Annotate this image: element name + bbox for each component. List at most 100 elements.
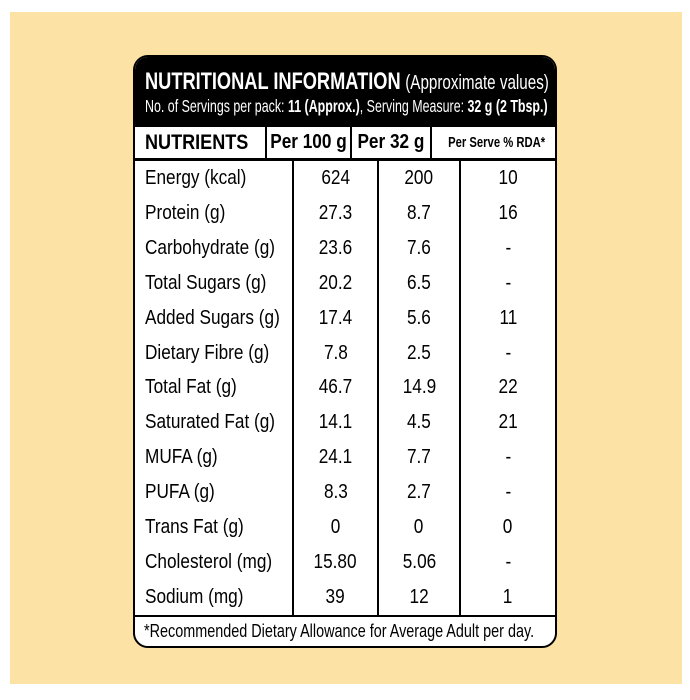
value-text: -: [505, 551, 511, 574]
value-per-100g: 8.3: [294, 475, 379, 511]
value-per-100g: 15.80: [294, 545, 379, 581]
nutrient-label: PUFA (g): [145, 481, 215, 504]
nutrient-label: MUFA (g): [145, 446, 218, 469]
value-text: 0: [330, 516, 341, 539]
value-per-serve-rda: -: [461, 545, 555, 580]
nutrient-label: Total Fat (g): [145, 376, 237, 399]
value-text: 7.8: [323, 341, 348, 364]
value-text: -: [505, 341, 511, 364]
nutrient-name: Added Sugars (g): [135, 300, 294, 336]
footnote-text: *Recommended Dietary Allowance for Avera…: [144, 621, 535, 641]
value-per-100g: 0: [294, 510, 379, 546]
value-per-100g: 624: [294, 161, 379, 196]
approximate-values-note: (Approximate values): [405, 72, 549, 95]
table-row: Dietary Fibre (g) 7.8 2.5 -: [135, 335, 555, 371]
column-header-nutrients: NUTRIENTS: [135, 127, 268, 158]
value-text: 5.6: [407, 306, 431, 329]
table-row: PUFA (g) 8.3 2.7 -: [135, 475, 555, 511]
value-text: 1: [503, 586, 513, 609]
value-per-serve-rda: 16: [461, 196, 555, 231]
value-per-100g: 27.3: [294, 195, 379, 231]
value-text: 5.06: [402, 551, 436, 574]
value-text: 624: [321, 166, 350, 189]
nutrient-name: Dietary Fibre (g): [135, 335, 294, 371]
nutrient-label: Total Sugars (g): [145, 271, 267, 294]
value-per-32g: 200: [379, 161, 461, 196]
value-per-32g: 8.7: [379, 195, 461, 231]
value-text: 0: [503, 516, 513, 539]
column-header-label: NUTRIENTS: [145, 130, 249, 154]
nutrient-name: Saturated Fat (g): [135, 405, 294, 441]
table-row: Total Fat (g) 46.7 14.9 22: [135, 370, 555, 406]
value-text: 16: [498, 201, 518, 224]
value-text: 4.5: [407, 411, 431, 434]
value-text: 14.1: [318, 411, 353, 434]
nutrient-label: Trans Fat (g): [145, 516, 244, 539]
value-per-32g: 6.5: [379, 265, 461, 301]
value-text: 10: [498, 166, 518, 189]
value-text: 200: [404, 166, 434, 189]
nutrient-label: Sodium (mg): [145, 586, 244, 609]
servings-label: No. of Servings per pack:: [145, 95, 288, 116]
title-line: NUTRITIONAL INFORMATION (Approximate valu…: [145, 68, 549, 96]
nutrition-label-card: NUTRITIONAL INFORMATION (Approximate valu…: [133, 55, 557, 648]
nutrient-label: Cholesterol (mg): [145, 551, 273, 574]
nutrient-name: PUFA (g): [135, 475, 294, 511]
value-text: 8.7: [407, 201, 431, 224]
column-header-label: Per 100 g: [270, 131, 347, 153]
value-per-serve-rda: -: [461, 475, 555, 510]
value-per-32g: 2.5: [379, 335, 461, 371]
value-per-100g: 23.6: [294, 230, 379, 266]
value-text: 23.6: [318, 236, 353, 259]
value-per-serve-rda: 22: [461, 371, 555, 406]
rda-footnote: *Recommended Dietary Allowance for Avera…: [135, 615, 555, 646]
nutrient-label: Protein (g): [145, 201, 226, 224]
nutrient-label: Energy (kcal): [145, 166, 247, 189]
table-row: MUFA (g) 24.1 7.7 -: [135, 440, 555, 476]
nutritional-information-title: NUTRITIONAL INFORMATION: [145, 68, 401, 96]
table-row: Sodium (mg) 39 12 1: [135, 580, 555, 615]
value-per-100g: 14.1: [294, 405, 379, 441]
column-header-per-100g: Per 100 g: [267, 127, 353, 158]
value-per-serve-rda: -: [461, 231, 555, 266]
measure-label: , Serving Measure:: [359, 95, 468, 116]
table-row: Added Sugars (g) 17.4 5.6 11: [135, 300, 555, 336]
value-text: 46.7: [318, 376, 353, 399]
column-header-per-32g: Per 32 g: [352, 127, 432, 158]
table-row: Trans Fat (g) 0 0 0: [135, 510, 555, 546]
value-text: 17.4: [318, 306, 353, 329]
value-per-32g: 14.9: [379, 370, 461, 406]
nutrient-label: Dietary Fibre (g): [145, 341, 270, 364]
value-per-100g: 7.8: [294, 335, 379, 371]
value-per-serve-rda: 10: [461, 161, 555, 196]
value-per-32g: 5.6: [379, 300, 461, 336]
value-per-serve-rda: -: [461, 336, 555, 371]
column-header-label: Per Serve % RDA*: [448, 134, 546, 151]
column-header-per-serve-rda: Per Serve % RDA*: [432, 127, 555, 158]
nutrient-name: MUFA (g): [135, 440, 294, 476]
value-text: 24.1: [318, 446, 353, 469]
value-text: 7.7: [407, 446, 431, 469]
value-per-serve-rda: -: [461, 440, 555, 475]
nutrient-label: Saturated Fat (g): [145, 411, 276, 434]
nutrient-name: Trans Fat (g): [135, 510, 294, 546]
value-per-serve-rda: 0: [461, 510, 555, 545]
value-text: 21: [498, 411, 518, 434]
value-text: 12: [409, 586, 429, 609]
table-row: Energy (kcal) 624 200 10: [135, 161, 555, 196]
value-text: 2.5: [407, 341, 431, 364]
value-text: 15.80: [313, 551, 358, 574]
value-text: -: [505, 236, 511, 259]
nutrient-name: Sodium (mg): [135, 580, 294, 615]
value-per-100g: 17.4: [294, 300, 379, 336]
nutrient-name: Cholesterol (mg): [135, 545, 294, 581]
value-text: 8.3: [323, 481, 348, 504]
value-per-32g: 4.5: [379, 405, 461, 441]
nutrient-label: Carbohydrate (g): [145, 236, 276, 259]
value-per-32g: 7.7: [379, 440, 461, 476]
value-per-32g: 12: [379, 580, 461, 615]
value-per-serve-rda: 11: [461, 301, 555, 336]
value-per-serve-rda: 21: [461, 405, 555, 440]
value-text: -: [505, 446, 511, 469]
nutrient-name: Total Sugars (g): [135, 265, 294, 301]
